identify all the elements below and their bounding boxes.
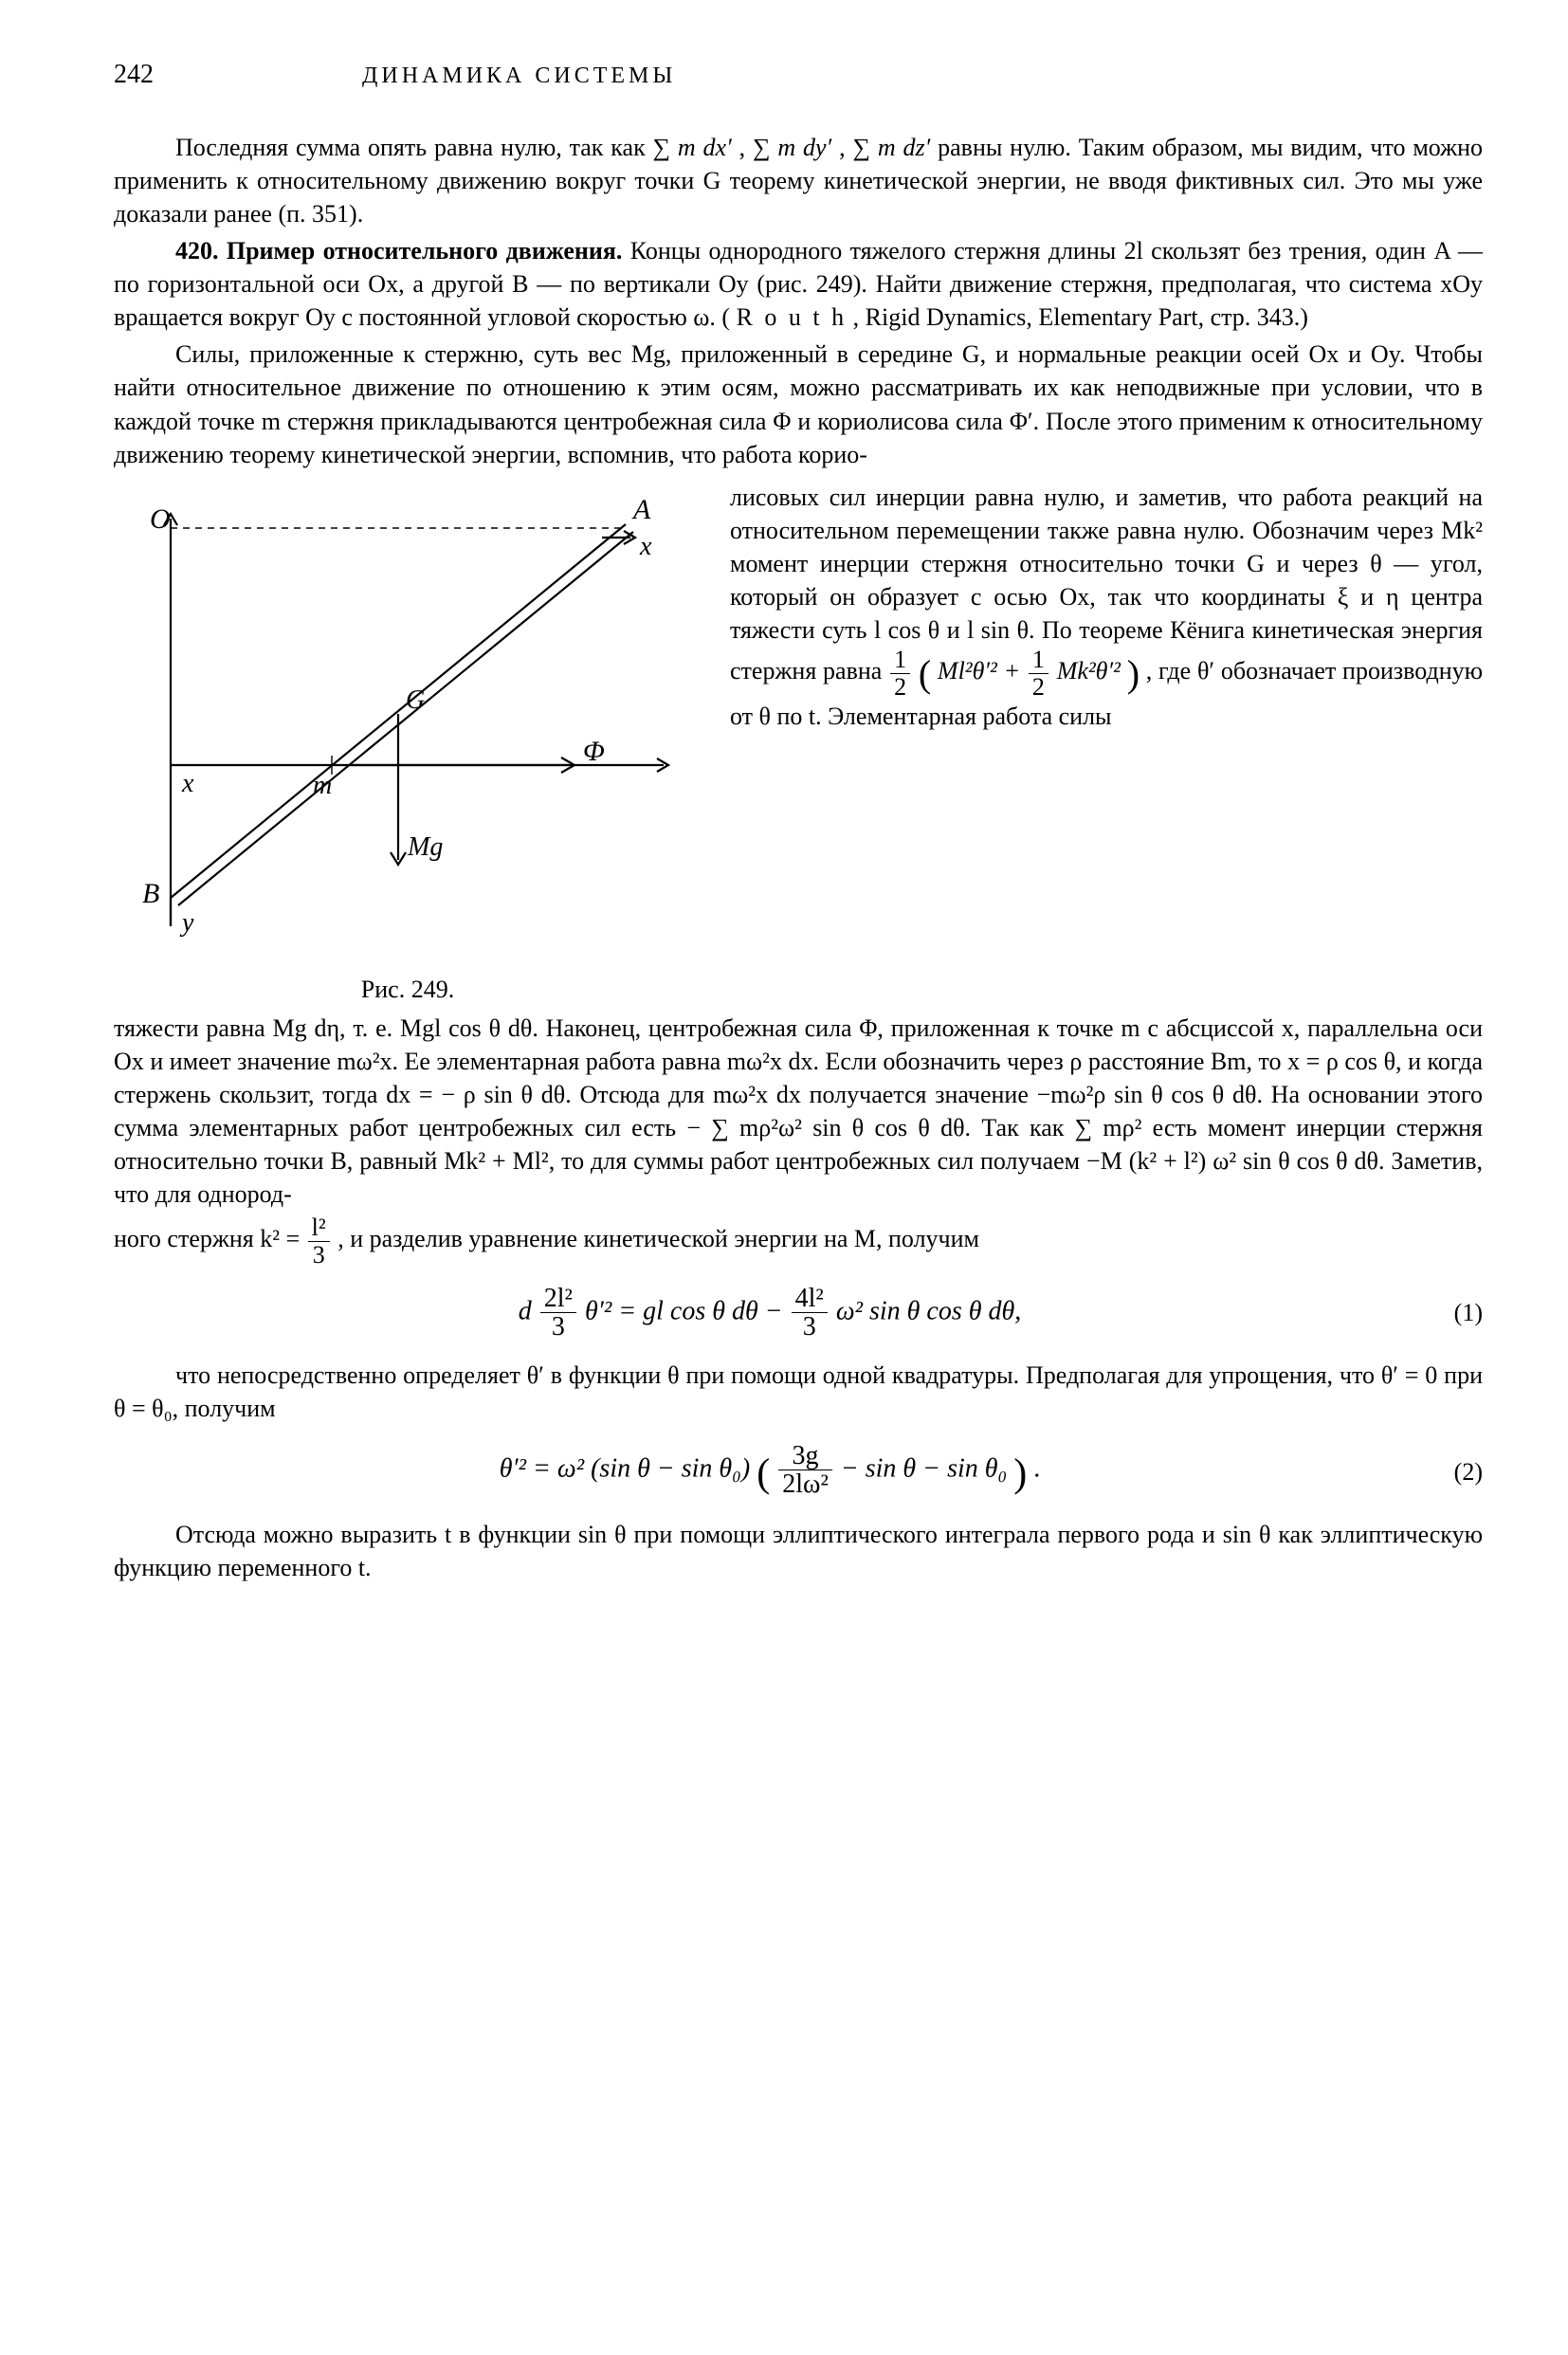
paragraph-example-heading: 420. Пример относительного движения. Кон… bbox=[114, 234, 1483, 334]
text: ного стержня k² = bbox=[114, 1225, 306, 1252]
frac-2l2-3: 2l²3 bbox=[540, 1285, 576, 1342]
label-x-axis: x bbox=[181, 769, 194, 798]
equation-1-number: (1) bbox=[1426, 1296, 1483, 1329]
expr: − sin θ − sin θ₀ bbox=[841, 1453, 1007, 1483]
label-B: B bbox=[142, 878, 159, 909]
text: , bbox=[739, 134, 753, 161]
equation-1-body: d 2l²3 θ′² = gl cos θ dθ − 4l²3 ω² sin θ… bbox=[114, 1285, 1426, 1342]
label-O: O bbox=[150, 503, 171, 535]
text: Силы, приложенные к стержню, суть вес Mg… bbox=[114, 340, 1483, 467]
text: что непосредственно определяет θ′ в функ… bbox=[114, 1361, 1483, 1422]
expr: ω² sin θ cos θ dθ, bbox=[836, 1296, 1021, 1325]
author-name: R o u t h bbox=[737, 303, 848, 331]
section-number: 420. bbox=[175, 237, 227, 265]
equation-1: d 2l²3 θ′² = gl cos θ dθ − 4l²3 ω² sin θ… bbox=[114, 1285, 1483, 1342]
label-m: m bbox=[313, 771, 332, 800]
page-header: 242 ДИНАМИКА СИСТЕМЫ bbox=[114, 57, 1483, 93]
expr: θ′² = gl cos θ dθ − bbox=[585, 1296, 790, 1325]
paragraph-derivation-b: ного стержня k² = l²3 , и разделив уравн… bbox=[114, 1214, 1483, 1268]
big-paren: ( bbox=[919, 652, 931, 695]
text: Последняя сумма опять равна нулю, так ка… bbox=[175, 134, 653, 161]
text: , и разделив уравнение кинетической энер… bbox=[337, 1225, 979, 1252]
equation-2: θ′² = ω² (sin θ − sin θ₀) ( 3g2lω² − sin… bbox=[114, 1442, 1483, 1501]
label-y: y bbox=[179, 908, 194, 938]
frac-3g-2lw2: 3g2lω² bbox=[778, 1442, 832, 1499]
expr: d bbox=[519, 1296, 538, 1325]
paragraph-derivation: тяжести равна Mg dη, т. е. Mgl cos θ dθ.… bbox=[114, 1012, 1483, 1212]
figure-row: O A B G m x x y Mg Φ Рис. 249. лисовых с… bbox=[114, 481, 1483, 1006]
text: лисовых сил инерции равна нулю, и замети… bbox=[730, 484, 1483, 685]
text: тяжести равна Mg dη, т. е. Mgl cos θ dθ.… bbox=[114, 1014, 1483, 1208]
big-paren: ( bbox=[757, 1451, 770, 1495]
frac-half-2: 12 bbox=[1029, 647, 1048, 700]
page-number: 242 bbox=[114, 57, 154, 93]
expr: θ′² = ω² (sin θ − sin θ₀) bbox=[500, 1453, 757, 1483]
big-paren: ) bbox=[1127, 652, 1140, 695]
text: , Rigid Dynamics, Elementary Part, стр. … bbox=[853, 303, 1308, 331]
figure-column: O A B G m x x y Mg Φ Рис. 249. bbox=[114, 481, 702, 1006]
text: . bbox=[1033, 1453, 1040, 1483]
equation-2-body: θ′² = ω² (sin θ − sin θ₀) ( 3g2lω² − sin… bbox=[114, 1442, 1426, 1501]
side-text: лисовых сил инерции равна нулю, и замети… bbox=[730, 481, 1483, 733]
figure-caption: Рис. 249. bbox=[114, 973, 702, 1006]
frac-half-1: 12 bbox=[890, 647, 910, 700]
text: , bbox=[839, 134, 852, 161]
paragraph-quadrature: что непосредственно определяет θ′ в функ… bbox=[114, 1359, 1483, 1425]
label-x-top: x bbox=[639, 532, 652, 561]
equation-2-number: (2) bbox=[1426, 1455, 1483, 1488]
rod-line-2 bbox=[178, 532, 633, 905]
figure-249: O A B G m x x y Mg Φ bbox=[114, 481, 702, 955]
sum-expr: ∑ m dz′ bbox=[852, 134, 930, 161]
label-Mg: Mg bbox=[407, 832, 443, 862]
sum-expr: ∑ m dy′ bbox=[753, 134, 831, 161]
expr: Mk²θ′² bbox=[1057, 657, 1121, 685]
text: Отсюда можно выразить t в функции sin θ … bbox=[114, 1521, 1483, 1581]
paragraph-forces: Силы, приложенные к стержню, суть вес Mg… bbox=[114, 338, 1483, 470]
section-title: Пример относительного движения. bbox=[227, 237, 623, 265]
sum-expr: ∑ m dx′ bbox=[653, 134, 732, 161]
label-A: A bbox=[631, 494, 651, 525]
frac-l2-3: l²3 bbox=[308, 1214, 330, 1268]
expr: Ml²θ′² + bbox=[938, 657, 1027, 685]
paragraph-elliptic: Отсюда можно выразить t в функции sin θ … bbox=[114, 1518, 1483, 1584]
big-paren: ) bbox=[1013, 1451, 1027, 1495]
frac-4l2-3: 4l²3 bbox=[792, 1285, 828, 1342]
label-G: G bbox=[406, 685, 425, 715]
paragraph-last-sum: Последняя сумма опять равна нулю, так ка… bbox=[114, 131, 1483, 230]
label-Phi: Φ bbox=[583, 736, 605, 767]
running-title: ДИНАМИКА СИСТЕМЫ bbox=[362, 61, 676, 91]
